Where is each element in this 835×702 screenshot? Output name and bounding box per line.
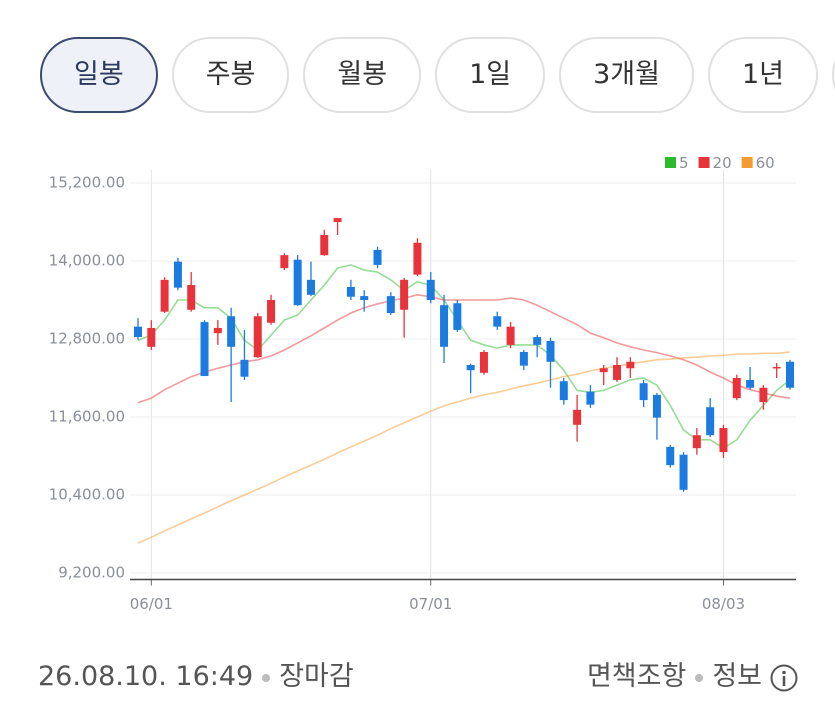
period-tab[interactable]: 1년 bbox=[707, 37, 818, 113]
candle-body bbox=[786, 361, 794, 388]
candle-body bbox=[639, 383, 648, 401]
legend-label: 60 bbox=[756, 154, 775, 172]
candle-body bbox=[559, 381, 568, 401]
y-tick-label: 14,000.00 bbox=[49, 252, 125, 270]
y-tick-label: 12,800.00 bbox=[49, 330, 125, 348]
chart: 9,200.00 10,400.00 11,600.00 12,800.00 14,00… bbox=[49, 154, 796, 613]
candle-body bbox=[493, 316, 502, 327]
candle-body bbox=[692, 435, 701, 449]
y-tick-label: 15,200.00 bbox=[49, 174, 125, 192]
disclaimer-link[interactable]: 면책조항 bbox=[586, 661, 687, 692]
x-tick-label: 06/01 bbox=[130, 595, 173, 613]
legend-swatch bbox=[698, 157, 710, 168]
candle-body bbox=[346, 287, 355, 297]
candle-body bbox=[413, 242, 422, 275]
candle-body bbox=[134, 326, 142, 338]
candle-body bbox=[719, 428, 728, 453]
x-tick-label: 07/01 bbox=[409, 595, 452, 613]
candle-body bbox=[479, 352, 488, 373]
y-tick-label: 11,600.00 bbox=[49, 408, 125, 426]
candle-body bbox=[546, 340, 555, 362]
candle-body bbox=[533, 337, 542, 345]
legend-label: 20 bbox=[713, 154, 732, 172]
candle-body bbox=[519, 352, 528, 366]
candle-body bbox=[373, 249, 382, 265]
candle-body bbox=[360, 296, 369, 300]
candle-body bbox=[732, 378, 741, 399]
candle-body bbox=[293, 259, 302, 306]
candle-body bbox=[333, 218, 342, 222]
moving-average-line bbox=[137, 293, 791, 404]
legend-swatch bbox=[665, 157, 676, 168]
candle-body bbox=[679, 454, 688, 490]
candle-body bbox=[599, 368, 608, 373]
candle-body bbox=[160, 279, 169, 312]
candle-body bbox=[466, 365, 475, 371]
moving-average-line bbox=[137, 264, 791, 450]
links: 면책조항 정보 bbox=[587, 654, 798, 693]
info-icon[interactable] bbox=[770, 664, 798, 692]
candle-body bbox=[586, 391, 595, 405]
candle-body bbox=[253, 316, 262, 358]
period-tab[interactable]: 월봉 bbox=[303, 37, 422, 113]
info-link[interactable]: 정보 bbox=[712, 661, 762, 692]
candle-body bbox=[267, 300, 276, 323]
candle-body bbox=[200, 322, 209, 377]
candle-body bbox=[386, 296, 395, 313]
legend-swatch bbox=[741, 157, 753, 168]
x-tick-label: 08/03 bbox=[702, 595, 745, 613]
candle-body bbox=[626, 361, 635, 369]
candle-body bbox=[173, 261, 182, 288]
candle-body bbox=[506, 326, 515, 345]
candle-body bbox=[746, 379, 755, 388]
candle-body bbox=[652, 394, 661, 418]
period-tab[interactable]: 3개월 bbox=[559, 37, 694, 113]
period-tabs: 일봉주봉월봉1일3개월1년3년 bbox=[40, 37, 835, 115]
candle-body bbox=[453, 303, 462, 330]
period-tab[interactable]: 주봉 bbox=[171, 37, 290, 113]
market-state: 장마감 bbox=[279, 661, 354, 692]
candle-body bbox=[759, 387, 768, 403]
candle-body bbox=[613, 365, 622, 380]
moving-average-line bbox=[137, 351, 791, 544]
candle-body bbox=[666, 446, 675, 466]
candle-body bbox=[227, 316, 236, 347]
candle-body bbox=[280, 255, 289, 269]
period-tab[interactable]: 일봉 bbox=[40, 37, 158, 113]
candle-body bbox=[187, 285, 196, 310]
candle-body bbox=[573, 409, 582, 425]
separator bbox=[695, 673, 704, 682]
y-tick-label: 9,200.00 bbox=[58, 564, 125, 582]
candle-body bbox=[706, 407, 715, 436]
y-tick-label: 10,400.00 bbox=[49, 486, 125, 504]
candle-body bbox=[440, 305, 449, 347]
candle-body bbox=[400, 279, 409, 310]
separator bbox=[262, 673, 271, 682]
candle-body bbox=[306, 279, 315, 295]
datetime: 26.08.10. 16:49 bbox=[38, 661, 254, 692]
candle-body bbox=[320, 235, 329, 256]
candle-body bbox=[147, 327, 156, 347]
legend-label: 5 bbox=[679, 154, 689, 172]
candle-body bbox=[426, 279, 435, 300]
candle-body bbox=[213, 327, 222, 334]
period-tab[interactable]: 1일 bbox=[435, 37, 546, 113]
footer: 26.08.10. 16:49 장마감 면책조항 정보 bbox=[38, 650, 798, 694]
status: 26.08.10. 16:49 장마감 bbox=[38, 654, 354, 693]
candle-body bbox=[772, 366, 781, 369]
candle-body bbox=[240, 359, 249, 377]
